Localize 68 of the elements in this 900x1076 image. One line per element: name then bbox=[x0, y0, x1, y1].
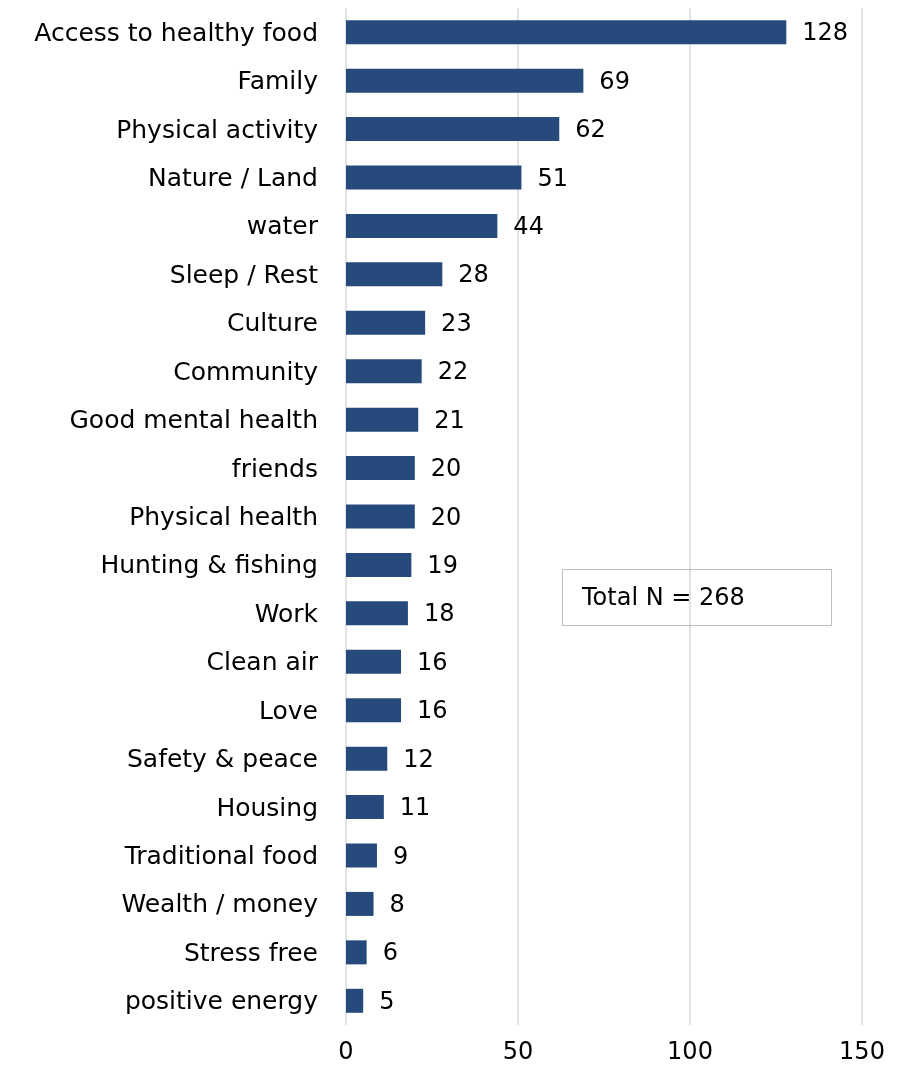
bar bbox=[346, 165, 522, 190]
data-label: 62 bbox=[575, 115, 606, 144]
y-tick-label: Safety & peace bbox=[126, 744, 318, 774]
y-tick-label: Traditional food bbox=[123, 841, 318, 870]
y-tick-label: Culture bbox=[226, 308, 318, 338]
y-tick-label: Nature / Land bbox=[147, 163, 318, 192]
x-tick-label: 100 bbox=[667, 1037, 713, 1065]
data-label: 6 bbox=[382, 938, 398, 967]
data-label: 44 bbox=[513, 211, 544, 240]
data-label: 5 bbox=[379, 986, 395, 1015]
y-tick-label: friends bbox=[231, 453, 318, 483]
bar bbox=[346, 68, 584, 93]
bar bbox=[346, 891, 374, 916]
data-label: 11 bbox=[399, 793, 431, 822]
bar bbox=[346, 20, 787, 45]
data-label: 51 bbox=[537, 163, 568, 192]
data-label: 16 bbox=[417, 647, 448, 676]
y-tick-label: Physical activity bbox=[116, 114, 319, 144]
data-label: 18 bbox=[423, 599, 455, 628]
bar bbox=[346, 213, 498, 238]
y-tick-label: Hunting & fishing bbox=[100, 550, 318, 580]
bar bbox=[346, 843, 377, 868]
y-tick-label: Clean air bbox=[206, 647, 319, 677]
bar bbox=[346, 359, 422, 384]
y-tick-label: Stress free bbox=[183, 937, 318, 967]
bar bbox=[346, 262, 443, 287]
y-tick-label: Wealth / money bbox=[121, 889, 319, 919]
data-label: 20 bbox=[430, 502, 462, 531]
data-label: 19 bbox=[427, 550, 458, 579]
bar bbox=[346, 117, 560, 142]
data-label: 22 bbox=[437, 357, 469, 386]
bar bbox=[346, 504, 415, 529]
bar bbox=[346, 601, 408, 626]
data-label: 28 bbox=[458, 260, 489, 289]
data-label: 128 bbox=[802, 18, 849, 47]
y-tick-label: Housing bbox=[216, 792, 318, 822]
bar bbox=[346, 310, 426, 335]
y-tick-label: Sleep / Rest bbox=[169, 259, 319, 289]
y-tick-label: Access to healthy food bbox=[34, 17, 318, 47]
data-label: 20 bbox=[430, 454, 462, 483]
bar bbox=[346, 746, 388, 771]
y-tick-label: Community bbox=[173, 356, 319, 386]
bar bbox=[346, 698, 402, 723]
data-label: 8 bbox=[389, 889, 405, 918]
bar bbox=[346, 795, 384, 820]
y-tick-label: Love bbox=[259, 695, 318, 725]
x-tick-label: 0 bbox=[338, 1037, 354, 1065]
data-label: 9 bbox=[392, 841, 409, 870]
bar bbox=[346, 649, 402, 674]
y-tick-label: Family bbox=[237, 66, 319, 96]
x-tick-label: 150 bbox=[839, 1037, 885, 1065]
bar bbox=[346, 988, 364, 1013]
annotation: Total N = 268 bbox=[582, 582, 745, 613]
bar bbox=[346, 407, 419, 432]
y-tick-label: Work bbox=[254, 598, 319, 628]
y-tick-label: positive energy bbox=[124, 986, 319, 1016]
bar bbox=[346, 552, 412, 577]
bar bbox=[346, 940, 367, 965]
y-tick-label: water bbox=[246, 211, 319, 241]
y-tick-label: Good mental health bbox=[69, 405, 318, 435]
data-label: 69 bbox=[599, 66, 630, 95]
data-label: 12 bbox=[403, 744, 434, 773]
x-tick-label: 50 bbox=[502, 1037, 534, 1065]
data-label: 21 bbox=[434, 405, 465, 434]
bar bbox=[346, 456, 415, 481]
y-tick-label: Physical health bbox=[129, 502, 318, 531]
data-label: 16 bbox=[417, 696, 448, 725]
data-label: 23 bbox=[441, 308, 472, 337]
